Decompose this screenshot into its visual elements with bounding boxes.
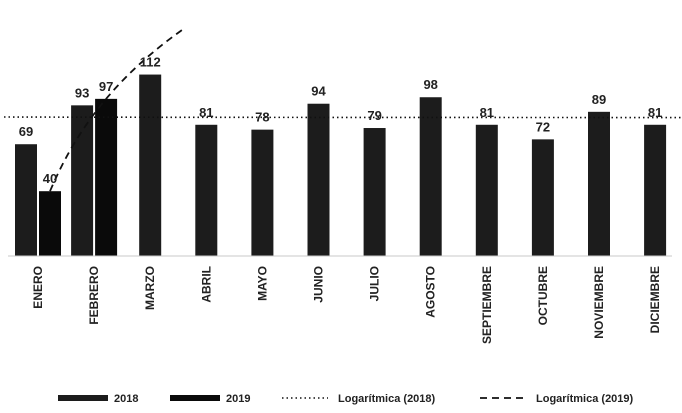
x-tick-febrero: FEBRERO [87,266,101,325]
legend-label-log-2019: Logarítmica (2019) [536,393,634,405]
x-tick-julio: JULIO [368,266,382,301]
bar-2018-diciembre [644,124,667,256]
x-tick-mayo: MAYO [255,266,269,301]
data-label-2018-junio: 94 [311,84,326,99]
legend-label-2019: 2019 [226,393,250,405]
data-label-2019-enero: 40 [43,171,57,186]
data-label-2018-agosto: 98 [423,77,437,92]
bar-2018-octubre [531,139,554,256]
legend-swatch-2018 [58,395,108,401]
data-labels-layer: 69 40 93 97 112 81 78 94 79 98 81 72 89 81 [19,55,663,187]
trendlines-layer [3,27,682,192]
bar-2018-septiembre [475,124,498,256]
bar-2019-enero [39,191,61,256]
data-label-2018-octubre: 72 [536,119,550,134]
legend: 2018 2019 Logarítmica (2018) Logarítmica (2… [58,393,634,405]
bar-2018-agosto [419,97,442,257]
data-label-2018-febrero: 93 [75,85,89,100]
data-label-2018-mayo: 78 [255,110,269,125]
data-label-2019-febrero: 97 [99,79,113,94]
x-tick-diciembre: DICIEMBRE [648,266,662,333]
data-label-2018-noviembre: 89 [592,92,606,107]
data-label-2018-marzo: 112 [140,55,161,70]
x-tick-abril: ABRIL [199,266,213,303]
x-tick-octubre: OCTUBRE [536,266,550,325]
legend-label-log-2018: Logarítmica (2018) [338,393,436,405]
bars-layer [15,74,667,257]
x-tick-noviembre: NOVIEMBRE [592,266,606,339]
data-label-2018-diciembre: 81 [648,105,662,120]
data-label-2018-julio: 79 [367,108,381,123]
x-tick-septiembre: SEPTIEMBRE [480,266,494,344]
bar-2018-febrero [71,105,94,256]
trendline-2019 [49,27,186,192]
bar-2018-mayo [251,129,274,256]
bar-2018-julio [363,128,386,256]
x-tick-junio: JUNIO [312,266,326,303]
legend-swatch-2019 [170,395,220,401]
bar-2018-noviembre [588,111,610,256]
data-label-2018-abril: 81 [199,105,213,120]
x-tick-marzo: MARZO [143,266,157,310]
legend-label-2018: 2018 [114,393,138,405]
bar-2018-abril [195,124,218,256]
bar-2018-junio [307,103,330,256]
data-label-2018-septiembre: 81 [480,105,494,120]
data-label-2018-enero: 69 [19,124,33,139]
x-tick-agosto: AGOSTO [424,266,438,318]
x-tick-labels: ENERO FEBRERO MARZO ABRIL MAYO JUNIO JULIO AGOS… [31,266,662,344]
x-tick-enero: ENERO [31,266,45,309]
bar-2018-enero [15,144,37,256]
bar-2018-marzo [139,74,162,256]
bar-2019-febrero [95,98,118,256]
